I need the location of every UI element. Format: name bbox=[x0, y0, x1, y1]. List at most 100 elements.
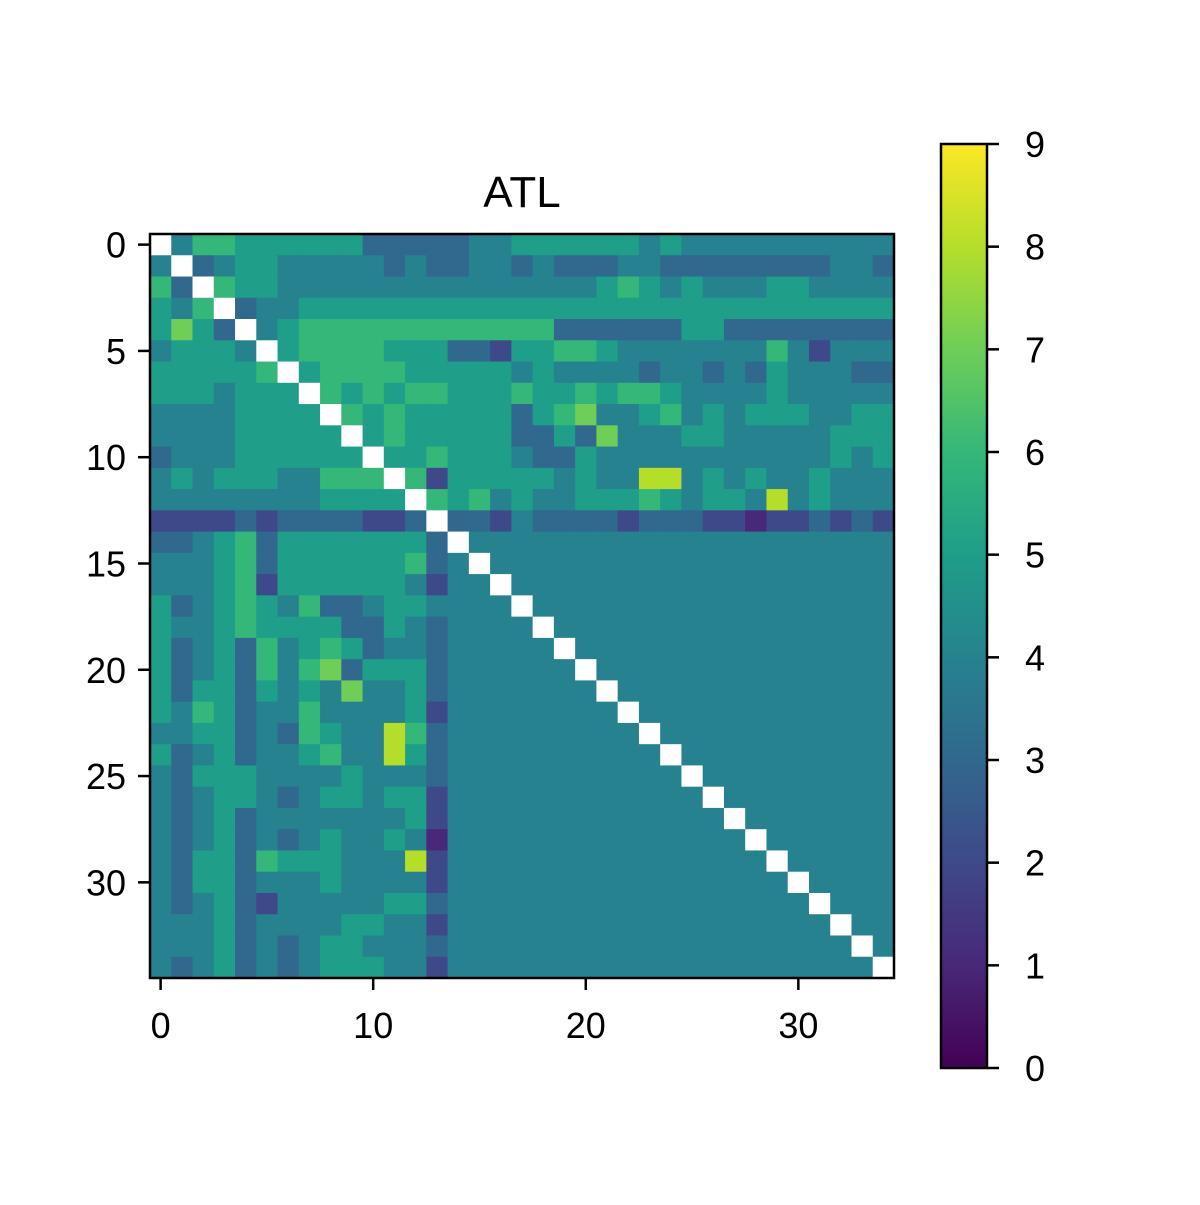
heatmap-cell bbox=[830, 786, 852, 809]
heatmap-cell bbox=[766, 765, 789, 788]
heatmap-cell bbox=[383, 744, 406, 766]
heatmap-cell bbox=[851, 637, 874, 660]
heatmap-cell bbox=[851, 404, 874, 426]
heatmap-cell bbox=[745, 425, 767, 447]
heatmap-cell bbox=[150, 510, 172, 532]
heatmap-cell bbox=[532, 744, 555, 766]
heatmap-cell bbox=[851, 531, 874, 554]
heatmap-cell bbox=[383, 637, 406, 660]
heatmap-cell bbox=[277, 850, 300, 873]
heatmap-cell bbox=[426, 765, 448, 788]
heatmap-cell bbox=[341, 829, 363, 851]
heatmap-cell bbox=[681, 276, 704, 299]
heatmap-cell bbox=[213, 234, 236, 256]
heatmap-cell bbox=[426, 659, 448, 681]
heatmap-cell bbox=[277, 935, 300, 958]
colorbar-tick-label: 7 bbox=[1025, 329, 1045, 370]
heatmap-cell bbox=[830, 531, 852, 554]
heatmap-cell bbox=[702, 744, 725, 766]
heatmap-cell bbox=[490, 361, 512, 384]
heatmap-cell bbox=[830, 595, 852, 618]
x-tick-label: 10 bbox=[353, 1005, 393, 1046]
heatmap-cell bbox=[341, 510, 363, 532]
heatmap-cell bbox=[830, 914, 852, 936]
heatmap-cell bbox=[468, 786, 491, 809]
heatmap-cell bbox=[213, 595, 236, 618]
heatmap-cell bbox=[681, 722, 704, 745]
heatmap-cell bbox=[617, 765, 640, 788]
heatmap-cell bbox=[723, 892, 746, 915]
heatmap-cell bbox=[213, 871, 236, 894]
heatmap-cell bbox=[575, 255, 597, 277]
heatmap-cell bbox=[235, 616, 257, 639]
heatmap-cell bbox=[681, 765, 704, 788]
heatmap-cell bbox=[298, 786, 321, 809]
heatmap-cell bbox=[851, 467, 874, 490]
heatmap-cell bbox=[830, 404, 852, 426]
heatmap-cell bbox=[192, 552, 215, 575]
heatmap-cell bbox=[851, 361, 874, 384]
heatmap-cell bbox=[426, 701, 448, 724]
heatmap-cell bbox=[851, 425, 874, 447]
heatmap-cell bbox=[723, 744, 746, 766]
heatmap-cell bbox=[808, 616, 831, 639]
heatmap-cell bbox=[256, 956, 278, 979]
heatmap-cell bbox=[405, 552, 427, 575]
heatmap-cell bbox=[638, 595, 661, 618]
heatmap-cell bbox=[745, 786, 767, 809]
heatmap-cell bbox=[468, 276, 491, 299]
heatmap-cell bbox=[362, 531, 385, 554]
heatmap-cell bbox=[511, 744, 534, 766]
heatmap-cell bbox=[426, 807, 448, 830]
heatmap-cell bbox=[320, 489, 342, 511]
heatmap-cell bbox=[362, 850, 385, 873]
heatmap-cell bbox=[617, 914, 640, 936]
heatmap-cell bbox=[256, 425, 278, 447]
heatmap-cell bbox=[490, 850, 512, 873]
heatmap-cell bbox=[405, 382, 427, 405]
heatmap-cell bbox=[320, 850, 342, 873]
heatmap-cell bbox=[638, 786, 661, 809]
heatmap-cell bbox=[362, 829, 385, 851]
heatmap-cell bbox=[235, 765, 257, 788]
heatmap-cell bbox=[171, 276, 193, 299]
heatmap-cell bbox=[213, 722, 236, 745]
heatmap-cell bbox=[362, 595, 385, 618]
heatmap-cell bbox=[766, 297, 789, 320]
heatmap-cell bbox=[532, 807, 555, 830]
heatmap-cell bbox=[830, 255, 852, 277]
heatmap-cell bbox=[660, 276, 682, 299]
heatmap-cell bbox=[426, 595, 448, 618]
heatmap-cell bbox=[405, 404, 427, 426]
heatmap-cell bbox=[341, 892, 363, 915]
heatmap-cell bbox=[426, 425, 448, 447]
heatmap-cell bbox=[660, 935, 682, 958]
heatmap-cell bbox=[660, 744, 682, 766]
heatmap-cell bbox=[171, 382, 193, 405]
heatmap-cell bbox=[256, 786, 278, 809]
heatmap-cell bbox=[851, 276, 874, 299]
heatmap-cell bbox=[150, 892, 172, 915]
heatmap-cell bbox=[171, 892, 193, 915]
heatmap-cell bbox=[341, 297, 363, 320]
heatmap-cell bbox=[447, 404, 470, 426]
heatmap-cell bbox=[872, 574, 895, 596]
heatmap-cell bbox=[341, 425, 363, 447]
heatmap-cell bbox=[150, 382, 172, 405]
heatmap-cell bbox=[447, 680, 470, 703]
heatmap-cell bbox=[872, 829, 895, 851]
heatmap-cell bbox=[723, 659, 746, 681]
heatmap-cell bbox=[213, 510, 236, 532]
heatmap-cell bbox=[681, 659, 704, 681]
heatmap-cell bbox=[490, 340, 512, 362]
heatmap-cell bbox=[766, 829, 789, 851]
heatmap-cell bbox=[213, 935, 236, 958]
heatmap-cell bbox=[745, 382, 767, 405]
heatmap-cell bbox=[447, 319, 470, 341]
heatmap-cell bbox=[660, 510, 682, 532]
heatmap-cell bbox=[681, 489, 704, 511]
heatmap-cell bbox=[830, 340, 852, 362]
heatmap-cell bbox=[808, 255, 831, 277]
heatmap-cell bbox=[490, 255, 512, 277]
heatmap-cell bbox=[511, 892, 534, 915]
